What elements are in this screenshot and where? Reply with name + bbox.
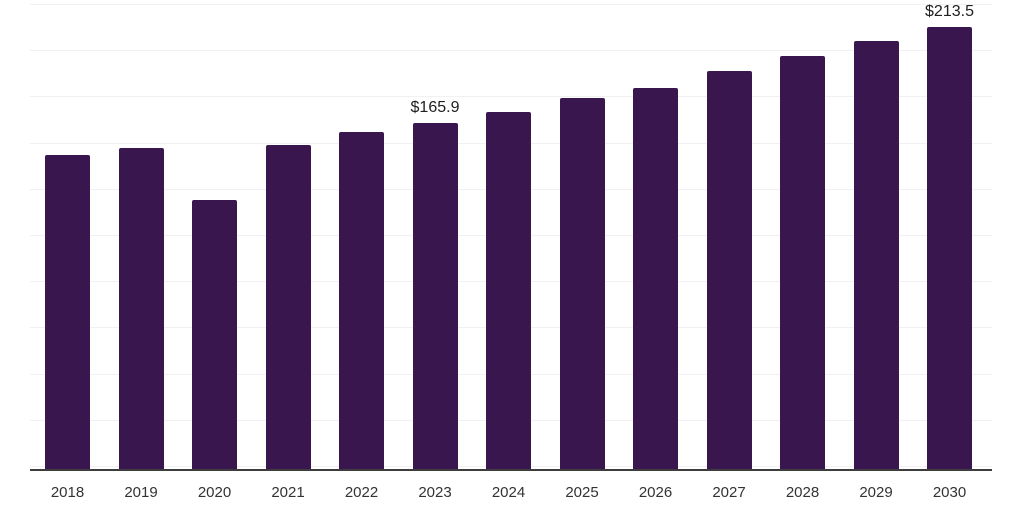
bar-value-label: $165.9 (410, 98, 460, 116)
x-axis-tick-label: 2022 (344, 484, 379, 501)
bar[interactable] (118, 148, 164, 470)
bar[interactable] (780, 55, 825, 470)
x-axis-tick-label: 2030 (932, 484, 967, 501)
x-axis-tick-label: 2025 (565, 484, 599, 501)
bar[interactable] (853, 40, 899, 470)
x-axis-tick-label: 2024 (491, 484, 526, 501)
bar[interactable] (559, 98, 605, 470)
bar[interactable] (633, 87, 678, 470)
x-axis-line (30, 469, 992, 471)
gridline (30, 4, 992, 5)
x-axis-tick-label: 2026 (638, 484, 673, 501)
x-axis-tick-label: 2027 (712, 484, 746, 501)
x-axis-tick-label: 2019 (124, 484, 158, 501)
bar[interactable] (412, 123, 458, 470)
bar[interactable] (339, 132, 384, 470)
x-axis-tick-label: 2020 (197, 484, 232, 501)
plot-area: $165.9 $213.5 (30, 0, 992, 470)
x-axis-tick-label: 2018 (50, 484, 85, 501)
x-axis-tick-label: 2028 (785, 484, 820, 501)
bar-value-label: $213.5 (925, 3, 974, 21)
x-axis-tick-label: 2021 (271, 484, 305, 501)
x-axis-tick-label: 2023 (418, 484, 452, 501)
gridline (30, 50, 992, 52)
bar[interactable] (192, 200, 237, 470)
x-axis-tick-labels: 2018 2019 2020 2021 2022 2023 2024 2025 2026 2027… (0, 470, 1024, 512)
x-axis-tick-label: 2029 (859, 484, 893, 501)
gridline (30, 96, 992, 98)
bar[interactable] (45, 155, 90, 470)
bar[interactable] (486, 112, 531, 470)
bar[interactable] (706, 70, 752, 470)
bar[interactable] (265, 144, 311, 470)
bar[interactable] (927, 27, 972, 470)
